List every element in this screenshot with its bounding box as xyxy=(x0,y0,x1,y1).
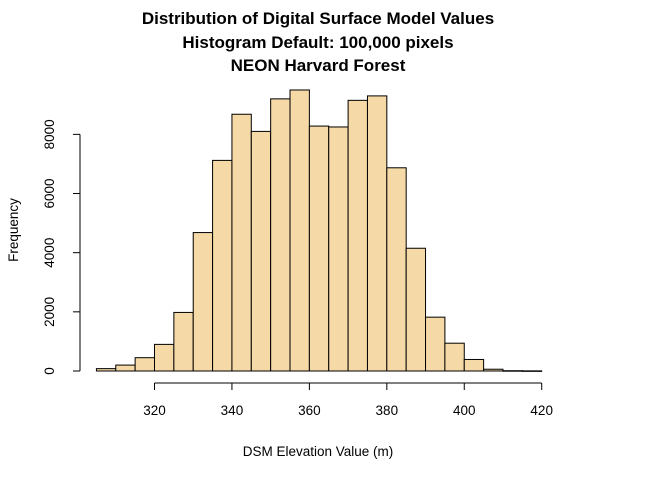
histogram-bar xyxy=(483,368,504,372)
histogram-bar xyxy=(444,342,465,372)
histogram-bar xyxy=(521,370,543,372)
x-tick-label: 360 xyxy=(298,403,321,418)
histogram-bar xyxy=(95,368,117,372)
x-tick-label: 320 xyxy=(143,403,166,418)
histogram-bar xyxy=(386,167,407,372)
histogram-bar xyxy=(270,98,291,372)
histogram-bar xyxy=(425,316,446,372)
histogram-bar xyxy=(173,311,194,372)
x-tick-label: 400 xyxy=(453,403,476,418)
histogram-bar xyxy=(289,89,310,372)
y-tick-label: 4000 xyxy=(42,238,57,268)
y-tick-label: 0 xyxy=(42,367,57,375)
chart-title: Distribution of Digital Surface Model Va… xyxy=(142,9,494,75)
histogram-bar xyxy=(328,126,349,372)
histogram-bar xyxy=(250,130,272,372)
histogram-bar xyxy=(405,247,427,372)
histogram-bar xyxy=(192,232,214,372)
y-tick-label: 2000 xyxy=(42,297,57,327)
chart-title-line-1: Distribution of Digital Surface Model Va… xyxy=(142,9,494,28)
histogram-bar xyxy=(347,99,368,372)
y-tick-label: 6000 xyxy=(42,178,57,208)
x-axis: 320 340 360 380 400 420 xyxy=(143,382,553,418)
histogram-bar xyxy=(366,95,388,372)
y-axis: 0 2000 4000 6000 8000 xyxy=(42,119,81,375)
histogram-bar xyxy=(308,125,330,372)
y-axis-label: Frequency xyxy=(6,198,21,262)
histogram-bar xyxy=(212,159,233,372)
histogram-bar xyxy=(502,370,523,372)
histogram-bar xyxy=(231,113,252,372)
x-axis-label: DSM Elevation Value (m) xyxy=(243,444,394,459)
histogram-bar xyxy=(463,358,485,372)
x-tick-label: 340 xyxy=(221,403,244,418)
chart-title-line-2: Histogram Default: 100,000 pixels xyxy=(182,33,453,52)
histogram-bar xyxy=(134,357,155,372)
histogram-bars xyxy=(95,89,543,372)
x-tick-label: 420 xyxy=(530,403,553,418)
histogram-bar xyxy=(115,364,136,372)
x-tick-label: 380 xyxy=(376,403,399,418)
chart-title-line-3: NEON Harvard Forest xyxy=(231,56,406,75)
y-tick-label: 8000 xyxy=(42,119,57,149)
histogram-bar xyxy=(154,343,175,372)
